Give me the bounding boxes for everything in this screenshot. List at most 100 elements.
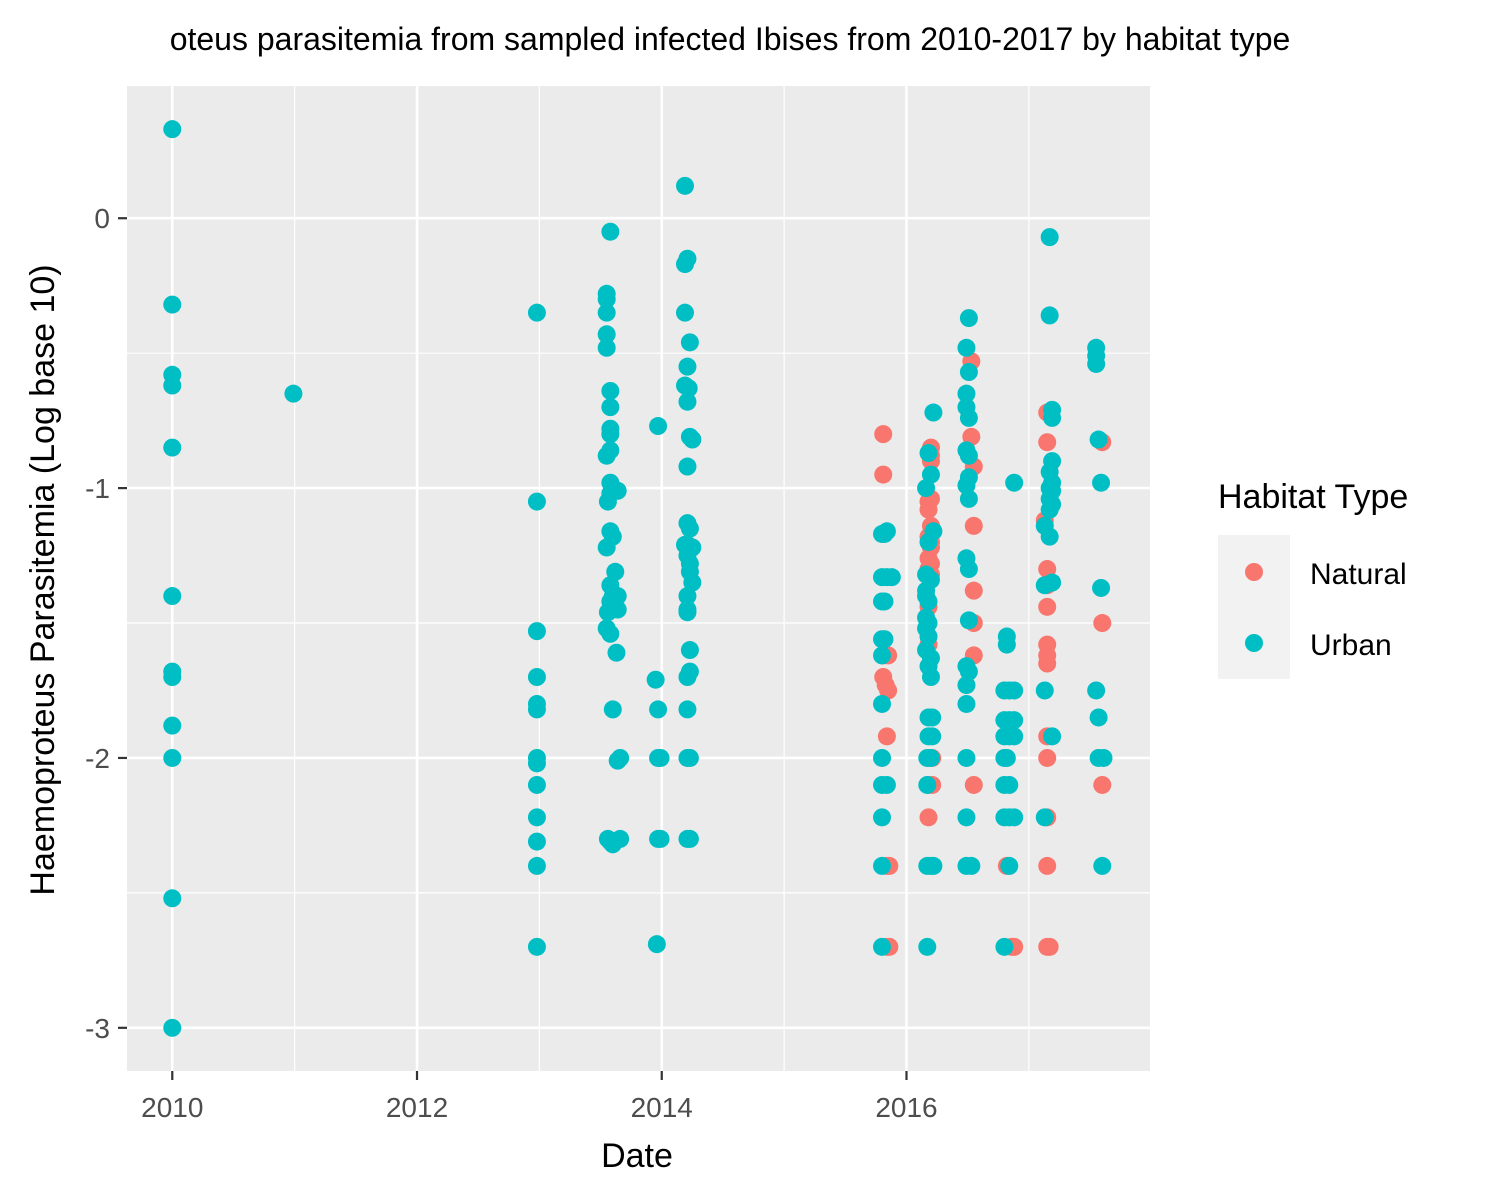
point-urban bbox=[957, 808, 976, 827]
point-urban bbox=[1089, 708, 1108, 727]
point-urban bbox=[1035, 808, 1054, 827]
point-urban bbox=[957, 338, 976, 357]
point-urban bbox=[678, 357, 697, 376]
point-urban bbox=[924, 856, 943, 875]
point-urban bbox=[680, 748, 699, 767]
point-urban bbox=[959, 611, 978, 630]
point-urban bbox=[959, 489, 978, 508]
point-urban bbox=[679, 379, 698, 398]
point-urban bbox=[957, 676, 976, 695]
point-urban bbox=[527, 668, 546, 686]
point-urban bbox=[649, 700, 668, 719]
point-urban bbox=[527, 492, 546, 511]
point-urban bbox=[597, 290, 616, 309]
point-urban bbox=[959, 446, 978, 465]
point-urban bbox=[678, 587, 697, 606]
point-urban bbox=[607, 643, 626, 662]
point-natural bbox=[1093, 775, 1112, 794]
point-urban bbox=[1005, 681, 1024, 700]
y-tick-label: -1 bbox=[85, 473, 110, 504]
point-urban bbox=[683, 573, 702, 592]
point-urban bbox=[163, 748, 182, 767]
x-tick-label: 2016 bbox=[875, 1092, 937, 1123]
point-urban bbox=[597, 538, 616, 557]
point-urban bbox=[527, 622, 546, 641]
legend-key-natural bbox=[1245, 563, 1263, 581]
point-urban bbox=[875, 630, 894, 649]
point-urban bbox=[678, 457, 697, 476]
point-natural bbox=[1038, 560, 1057, 579]
point-urban bbox=[527, 754, 546, 773]
point-urban bbox=[676, 176, 694, 195]
y-axis-label: Haemoproteus Parasitemia (Log base 10) bbox=[24, 264, 62, 895]
point-urban bbox=[1035, 681, 1054, 700]
y-axis: 0 -1 -2 -3 bbox=[85, 203, 127, 1044]
point-urban bbox=[919, 592, 938, 611]
point-urban bbox=[1040, 527, 1059, 546]
point-natural bbox=[874, 425, 893, 444]
point-urban bbox=[603, 597, 622, 616]
point-urban bbox=[651, 748, 670, 767]
legend-label-natural: Natural bbox=[1310, 558, 1407, 591]
point-urban bbox=[917, 479, 936, 498]
point-urban bbox=[163, 587, 182, 606]
legend-key-urban bbox=[1245, 634, 1263, 652]
point-urban bbox=[1092, 473, 1111, 492]
point-urban bbox=[680, 519, 699, 538]
point-natural bbox=[1038, 597, 1057, 616]
point-urban bbox=[923, 727, 942, 746]
point-urban bbox=[1089, 430, 1108, 449]
point-urban bbox=[163, 295, 182, 314]
y-tick-label: -3 bbox=[85, 1013, 110, 1044]
point-urban bbox=[877, 775, 896, 794]
x-tick-label: 2010 bbox=[141, 1092, 203, 1123]
point-urban bbox=[527, 775, 546, 794]
legend-title: Habitat Type bbox=[1218, 478, 1408, 516]
point-urban bbox=[873, 748, 892, 767]
point-urban bbox=[606, 562, 625, 581]
chart-title: oteus parasitemia from sampled infected … bbox=[170, 21, 1291, 57]
point-urban bbox=[601, 222, 620, 241]
point-natural bbox=[962, 427, 981, 446]
point-urban bbox=[683, 430, 702, 449]
point-urban bbox=[527, 303, 546, 322]
point-urban bbox=[163, 438, 182, 457]
point-urban bbox=[1000, 775, 1019, 794]
point-natural bbox=[964, 516, 983, 535]
point-urban bbox=[995, 937, 1014, 956]
point-urban bbox=[646, 670, 665, 689]
point-natural bbox=[919, 808, 938, 827]
point-urban bbox=[873, 646, 892, 665]
point-urban bbox=[680, 333, 699, 352]
point-urban bbox=[647, 935, 666, 954]
point-urban bbox=[1005, 727, 1024, 746]
point-urban bbox=[1093, 856, 1112, 875]
point-urban bbox=[921, 668, 940, 686]
point-urban bbox=[957, 476, 976, 495]
point-urban bbox=[1040, 500, 1059, 519]
point-urban bbox=[1005, 473, 1024, 492]
x-tick-label: 2012 bbox=[386, 1092, 448, 1123]
point-urban bbox=[601, 624, 620, 643]
point-natural bbox=[964, 775, 983, 794]
point-urban bbox=[1005, 808, 1024, 827]
point-urban bbox=[601, 398, 620, 417]
major-gridlines bbox=[127, 86, 1150, 1071]
point-urban bbox=[163, 120, 182, 139]
point-urban bbox=[1087, 681, 1106, 700]
y-tick-label: -2 bbox=[85, 743, 110, 774]
point-urban bbox=[1005, 711, 1024, 730]
point-urban bbox=[875, 592, 894, 611]
point-urban bbox=[651, 829, 670, 848]
point-urban bbox=[921, 465, 940, 484]
point-urban bbox=[1087, 354, 1106, 373]
point-urban bbox=[603, 700, 622, 719]
legend-label-urban: Urban bbox=[1310, 629, 1392, 662]
point-urban bbox=[678, 392, 697, 411]
point-urban bbox=[873, 808, 892, 827]
point-urban bbox=[678, 700, 697, 719]
point-urban bbox=[877, 522, 896, 541]
point-natural bbox=[1038, 856, 1057, 875]
point-urban bbox=[1092, 578, 1111, 597]
